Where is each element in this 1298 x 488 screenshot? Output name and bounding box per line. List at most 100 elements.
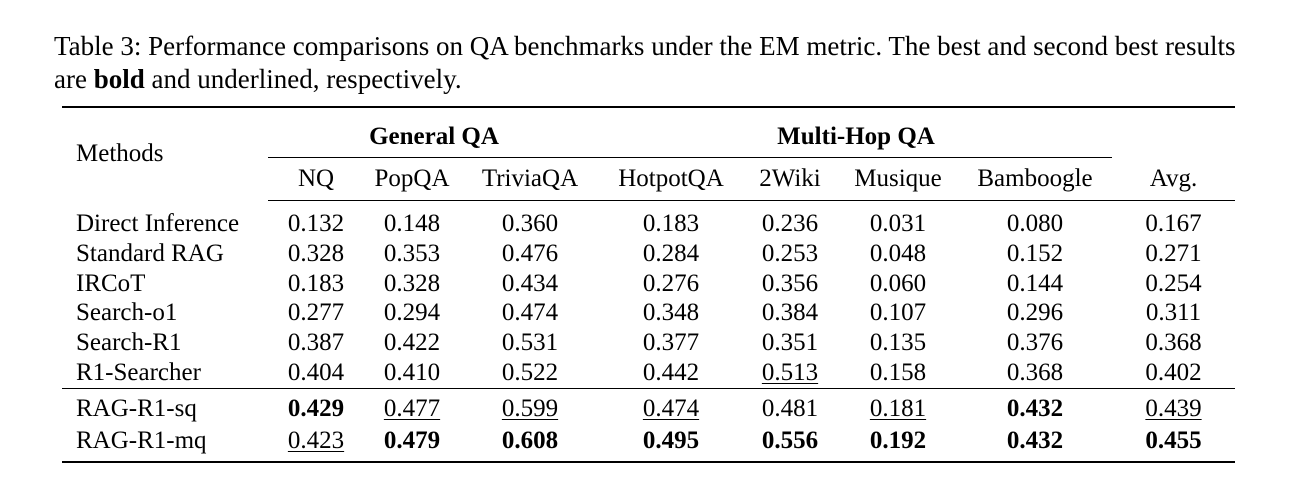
metric-value: 0.360: [501, 210, 559, 237]
metric-value: 0.481: [761, 394, 819, 422]
metric-value: 0.296: [1006, 299, 1064, 327]
table-body: Direct Inference 0.132 0.148 0.360 0.183 0.23…: [62, 201, 1235, 463]
metric-cell: 0.031: [838, 201, 958, 240]
col-avg: Avg.: [1112, 157, 1235, 201]
col-triviaqa: TriviaQA: [460, 157, 600, 201]
table-row: IRCoT 0.183 0.328 0.434 0.276 0.356 0.060 0.144…: [62, 269, 1235, 299]
metric-cell: 0.387: [268, 328, 364, 358]
caption-suffix: and underlined, respectively.: [144, 64, 462, 94]
metric-cell: 0.181: [838, 387, 958, 425]
metric-value: 0.277: [287, 299, 345, 327]
method-name: IRCoT: [76, 269, 146, 297]
metric-value: 0.348: [642, 299, 700, 327]
metric-cell: 0.368: [958, 358, 1112, 388]
caption-prefix: Table 3: Performance comparisons on QA b…: [54, 31, 1236, 94]
metric-value: 0.328: [383, 269, 441, 297]
metric-value: 0.442: [642, 359, 700, 387]
metric-value: 0.356: [761, 269, 819, 297]
metric-value: 0.294: [383, 299, 441, 327]
metric-cell: 0.531: [460, 328, 600, 358]
metric-value: 0.474: [642, 394, 700, 422]
metric-cell: 0.513: [742, 358, 838, 388]
metric-cell: 0.132: [268, 201, 364, 240]
col-bamboogle: Bamboogle: [958, 157, 1112, 201]
metric-value: 0.377: [642, 329, 700, 357]
metric-value: 0.368: [1006, 359, 1064, 387]
col-popqa: PopQA: [364, 157, 460, 201]
metric-cell: 0.348: [600, 299, 742, 329]
metric-cell: 0.476: [460, 239, 600, 269]
metric-cell: 0.434: [460, 269, 600, 299]
metric-cell: 0.402: [1112, 358, 1235, 388]
metric-cell: 0.356: [742, 269, 838, 299]
metric-cell: 0.432: [958, 387, 1112, 425]
metric-cell: 0.481: [742, 387, 838, 425]
metric-cell: 0.351: [742, 328, 838, 358]
method-name: Direct Inference: [76, 209, 240, 237]
metric-cell: 0.474: [600, 387, 742, 425]
table-row: Search-R1 0.387 0.422 0.531 0.377 0.351 0.135 0…: [62, 328, 1235, 358]
metric-value: 0.495: [642, 426, 700, 454]
table-caption: Table 3: Performance comparisons on QA b…: [54, 30, 1254, 96]
metric-cell: 0.328: [364, 269, 460, 299]
metric-cell: 0.183: [268, 269, 364, 299]
metric-cell: 0.455: [1112, 424, 1235, 463]
metric-cell: 0.422: [364, 328, 460, 358]
metric-cell: 0.107: [838, 299, 958, 329]
metric-value: 0.158: [869, 359, 927, 387]
metric-cell: 0.276: [600, 269, 742, 299]
metric-value: 0.328: [287, 239, 345, 267]
metric-value: 0.132: [287, 210, 345, 237]
table-row: Direct Inference 0.132 0.148 0.360 0.183 0.23…: [62, 201, 1235, 240]
metric-value: 0.513: [761, 359, 819, 387]
metric-value: 0.531: [501, 329, 559, 357]
metric-cell: 0.253: [742, 239, 838, 269]
metric-value: 0.599: [501, 394, 559, 422]
metric-value: 0.384: [761, 299, 819, 327]
metric-cell: 0.384: [742, 299, 838, 329]
metric-value: 0.276: [642, 269, 700, 297]
col-2wiki: 2Wiki: [742, 157, 838, 201]
metric-value: 0.253: [761, 239, 819, 267]
metric-cell: 0.183: [600, 201, 742, 240]
metric-value: 0.434: [501, 269, 559, 297]
metric-cell: 0.060: [838, 269, 958, 299]
metric-cell: 0.474: [460, 299, 600, 329]
metric-cell: 0.429: [268, 387, 364, 425]
metric-value: 0.353: [383, 239, 441, 267]
caption-bold-word: bold: [93, 64, 145, 94]
metric-value: 0.060: [869, 269, 927, 297]
metric-cell: 0.271: [1112, 239, 1235, 269]
metric-value: 0.410: [383, 359, 441, 387]
metric-value: 0.476: [501, 239, 559, 267]
table-row: Standard RAG 0.328 0.353 0.476 0.284 0.253 0.0…: [62, 239, 1235, 269]
metric-cell: 0.192: [838, 424, 958, 463]
metric-value: 0.422: [383, 329, 441, 357]
metric-value: 0.439: [1145, 394, 1202, 422]
metric-value: 0.423: [287, 426, 345, 454]
metric-cell: 0.442: [600, 358, 742, 388]
metric-cell: 0.377: [600, 328, 742, 358]
col-nq: NQ: [268, 157, 364, 201]
metric-cell: 0.311: [1112, 299, 1235, 329]
metric-cell: 0.080: [958, 201, 1112, 240]
metric-cell: 0.148: [364, 201, 460, 240]
metric-cell: 0.432: [958, 424, 1112, 463]
metric-cell: 0.277: [268, 299, 364, 329]
metric-cell: 0.236: [742, 201, 838, 240]
metric-cell: 0.167: [1112, 201, 1235, 240]
metric-value: 0.152: [1006, 239, 1064, 267]
metric-value: 0.477: [383, 394, 441, 422]
methods-header: Methods: [76, 140, 164, 168]
metric-cell: 0.152: [958, 239, 1112, 269]
metric-value: 0.556: [761, 426, 819, 454]
metric-value: 0.271: [1145, 239, 1202, 267]
metric-value: 0.181: [869, 394, 927, 422]
metric-cell: 0.376: [958, 328, 1112, 358]
method-name: RAG-R1-sq: [62, 387, 268, 425]
metric-cell: 0.522: [460, 358, 600, 388]
metric-value: 0.254: [1145, 269, 1202, 297]
col-hotpotqa: HotpotQA: [600, 157, 742, 201]
metric-value: 0.432: [1006, 426, 1064, 454]
metric-value: 0.479: [383, 426, 441, 454]
